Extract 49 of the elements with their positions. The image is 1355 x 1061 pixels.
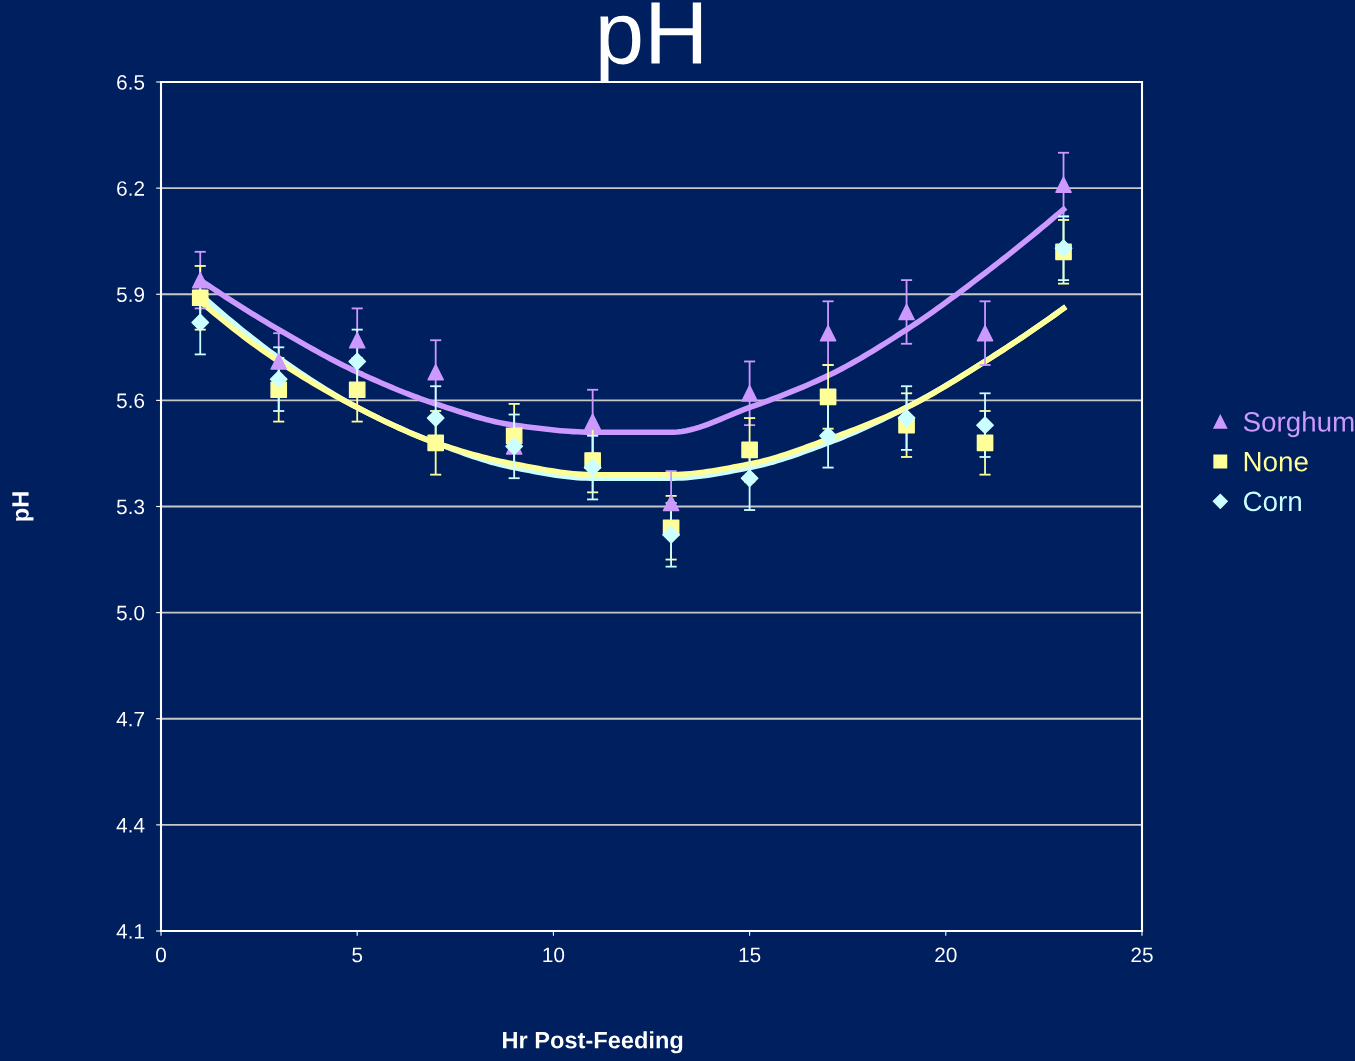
point	[427, 363, 445, 381]
chart-title: pH	[600, 2, 702, 82]
legend-label: Sorghum	[1243, 411, 1354, 438]
y-tick-label: 6.2	[117, 181, 144, 196]
point	[662, 494, 680, 512]
point	[191, 289, 209, 307]
point	[191, 271, 209, 289]
y-tick-label: 4.1	[116, 924, 145, 939]
y-tick-label: 4.7	[116, 711, 144, 727]
point	[741, 441, 758, 459]
point	[584, 413, 601, 430]
point	[897, 409, 916, 427]
x-tick-label: 0	[156, 947, 166, 963]
y-tick-label: 4.4	[116, 818, 145, 833]
x-tick-label: 10	[543, 947, 565, 963]
y-tick-label: 6.5	[117, 75, 145, 90]
x-tick-label: 20	[935, 947, 957, 963]
y-axis-title: pH	[12, 492, 34, 521]
point	[348, 381, 366, 399]
legend-label: None	[1244, 452, 1308, 472]
x-tick-label: 25	[1131, 947, 1153, 963]
point	[348, 331, 366, 349]
y-tick-label: 5.9	[116, 287, 145, 302]
y-tick-label: 5.0	[116, 605, 145, 621]
y-tick-label: 5.6	[116, 393, 145, 409]
x-axis-title: Hr Post-Feeding	[503, 1031, 683, 1054]
x-tick-label: 5	[352, 947, 363, 963]
point	[741, 384, 758, 402]
y-tick-label: 5.3	[116, 499, 145, 515]
point	[819, 324, 837, 342]
point	[819, 426, 837, 445]
point	[348, 352, 367, 371]
point	[191, 313, 210, 332]
point	[740, 469, 759, 488]
point	[976, 416, 994, 435]
point	[976, 434, 994, 452]
point	[1054, 239, 1073, 258]
point	[426, 409, 445, 427]
point	[1055, 176, 1072, 193]
legend-label: Corn	[1243, 491, 1301, 512]
point	[898, 303, 915, 321]
point	[583, 458, 602, 477]
point	[270, 353, 288, 370]
point	[269, 370, 288, 389]
point	[427, 434, 445, 452]
point	[819, 388, 837, 406]
x-tick-label: 15	[739, 947, 761, 963]
point	[662, 525, 681, 544]
point	[976, 324, 994, 342]
